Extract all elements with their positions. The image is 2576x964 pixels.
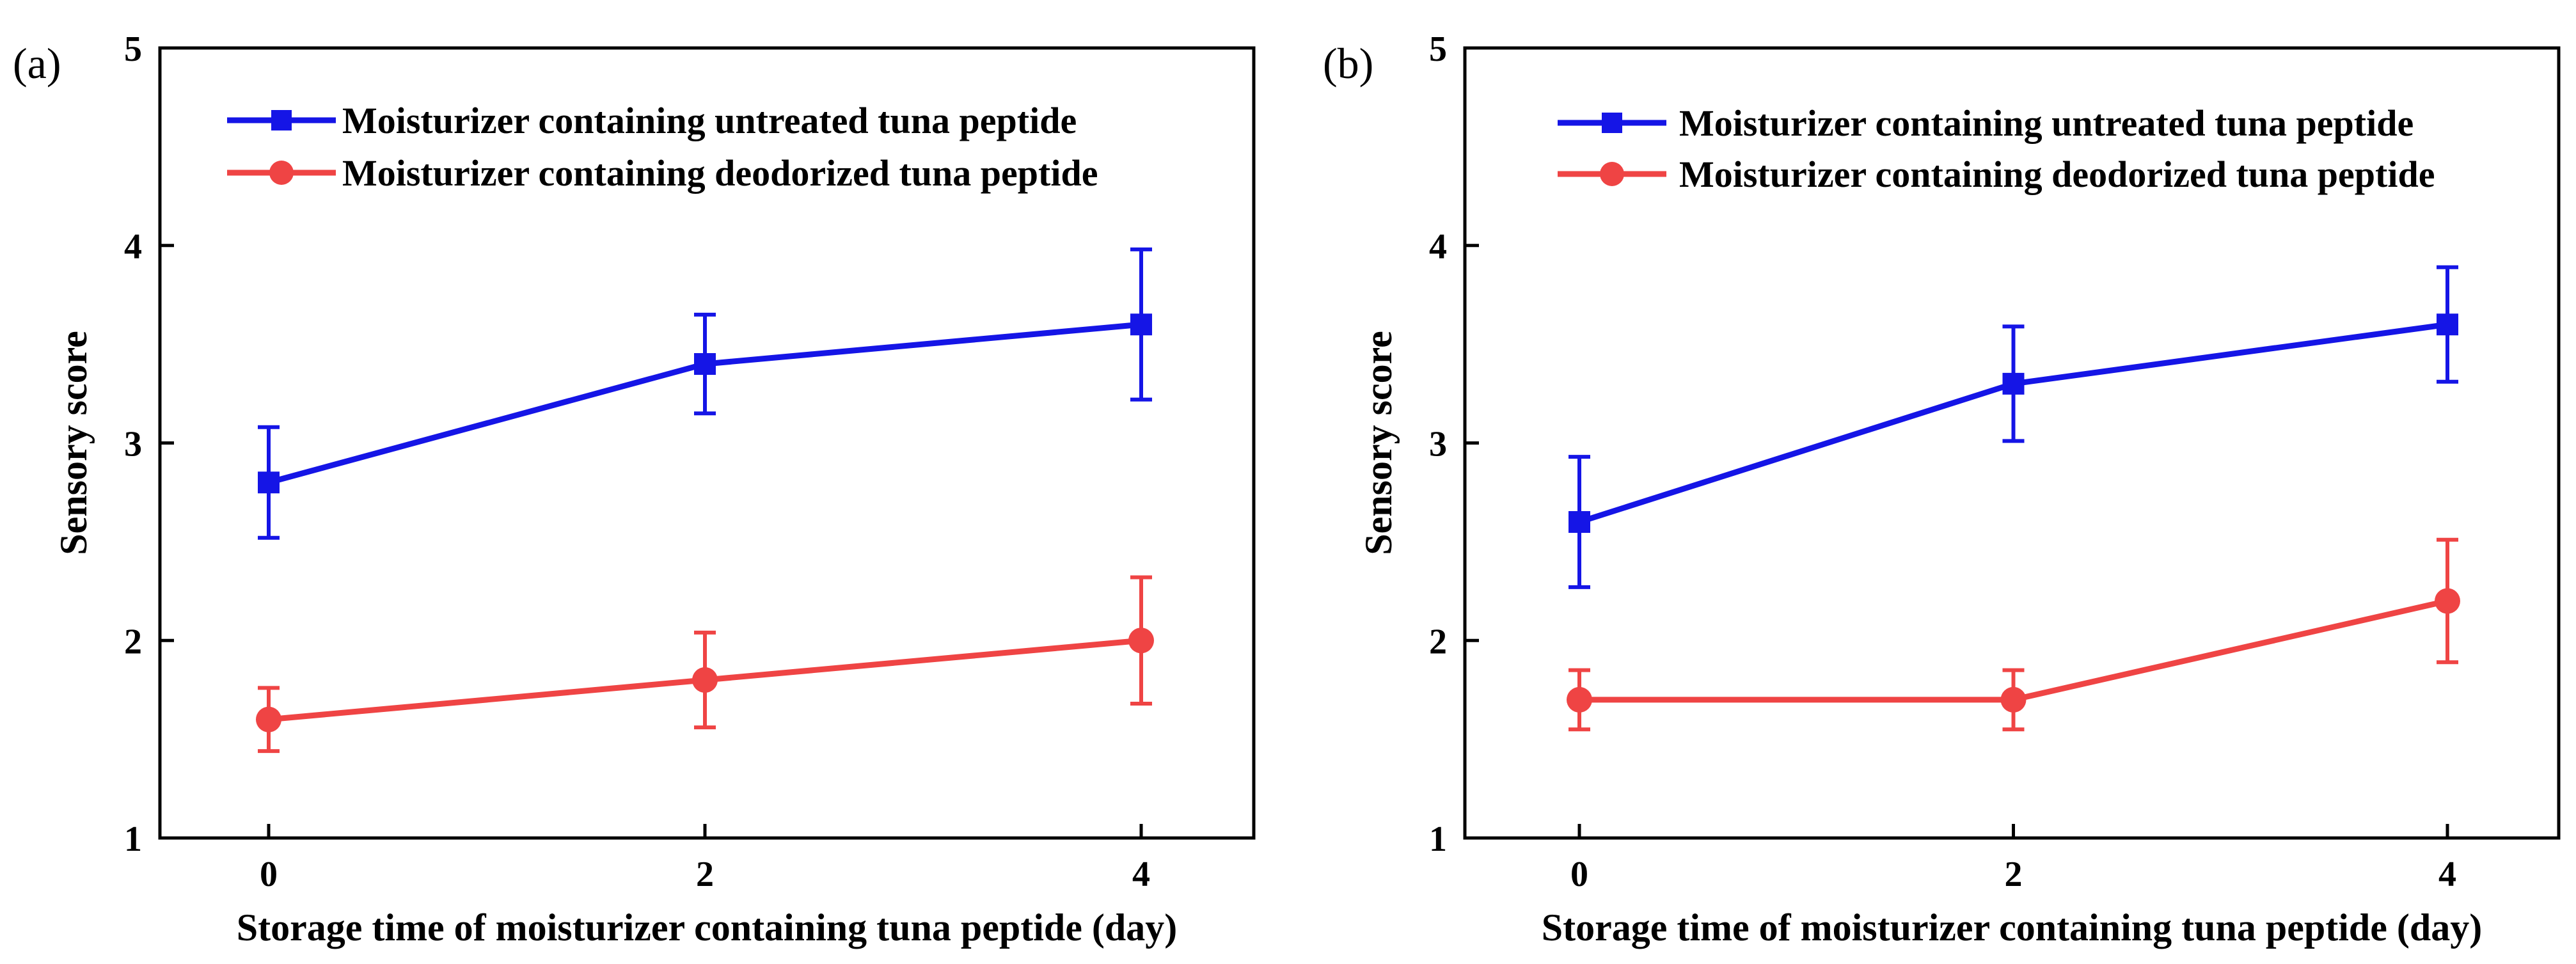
data-point [258, 471, 280, 494]
data-point [1128, 628, 1154, 654]
y-tick-label: 2 [1429, 622, 1447, 661]
y-tick-label: 1 [124, 819, 142, 859]
y-tick-label: 3 [1429, 425, 1447, 464]
x-tick-label: 0 [260, 855, 278, 894]
legend-entry-untreated: Moisturizer containing untreated tuna pe… [227, 100, 1077, 141]
legend-entry-deodorized: Moisturizer containing deodorized tuna p… [1558, 154, 2435, 195]
panel-b: (b) Sensory score Storage time of moistu… [1323, 29, 2561, 949]
legend: Moisturizer containing untreated tuna pe… [227, 100, 1098, 194]
panel-a: (a) Sensory score Storage time of moistu… [13, 29, 1256, 949]
y-tick-label: 1 [1429, 819, 1447, 859]
y-tick-label: 4 [1429, 227, 1447, 267]
legend: Moisturizer containing untreated tuna pe… [1558, 102, 2435, 195]
x-tick-label: 2 [2005, 855, 2023, 894]
x-tick-label: 2 [696, 855, 714, 894]
x-tick-label: 0 [1570, 855, 1588, 894]
data-point [1130, 313, 1152, 336]
legend-label: Moisturizer containing untreated tuna pe… [342, 100, 1077, 141]
y-axis-title: Sensory score [52, 331, 95, 555]
panel-label: (b) [1323, 39, 1373, 88]
data-point [694, 353, 716, 375]
y-tick-label: 5 [124, 29, 142, 69]
legend-label: Moisturizer containing untreated tuna pe… [1679, 102, 2414, 144]
x-axis-title: Storage time of moisturizer containing t… [237, 906, 1177, 949]
data-point [692, 667, 718, 693]
x-axis-title: Storage time of moisturizer containing t… [1542, 906, 2482, 949]
y-tick-label: 5 [1429, 29, 1447, 69]
data-point [1567, 686, 1592, 713]
data-point [2000, 686, 2027, 713]
x-tick-label: 4 [2438, 855, 2456, 894]
data-point [256, 706, 281, 732]
data-point [2002, 372, 2025, 395]
data-point [2437, 313, 2458, 336]
y-axis-title: Sensory score [1357, 331, 1400, 555]
legend-label: Moisturizer containing deodorized tuna p… [342, 152, 1098, 194]
x-tick-label: 4 [1132, 855, 1150, 894]
panel-label: (a) [13, 39, 61, 88]
y-tick-label: 2 [124, 622, 142, 661]
y-tick-label: 3 [124, 425, 142, 464]
data-point [1569, 511, 1590, 533]
y-tick-label: 4 [124, 227, 142, 267]
data-point [2435, 588, 2460, 614]
legend-entry-untreated: Moisturizer containing untreated tuna pe… [1558, 102, 2414, 144]
legend-entry-deodorized: Moisturizer containing deodorized tuna p… [227, 152, 1098, 194]
legend-label: Moisturizer containing deodorized tuna p… [1679, 154, 2435, 195]
